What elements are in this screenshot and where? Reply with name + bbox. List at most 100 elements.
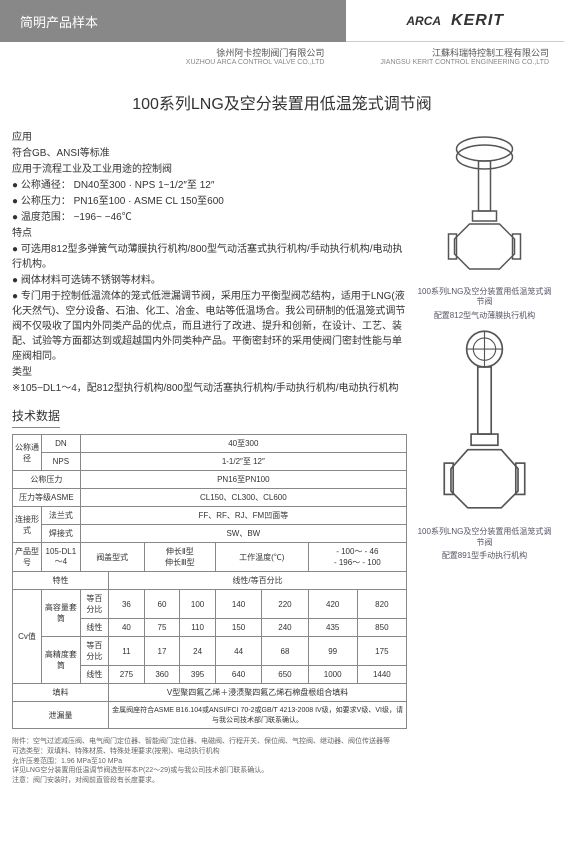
cell: 640: [215, 666, 261, 684]
page-title: 100系列LNG及空分装置用低温笼式调节阀: [12, 90, 552, 114]
features-section: 特点 ● 可选用812型多弹簧气动薄膜执行机构/800型气动活塞式执行机构/手动…: [12, 226, 407, 364]
feat-heading: 特点: [12, 226, 407, 241]
cell: 线性/等百分比: [109, 572, 407, 590]
cell: 99: [308, 637, 357, 666]
foot-line: 详见LNG空分装置用低温调节阀选型样本P(22～29)或与我公司技术部门联系确认…: [12, 766, 552, 776]
figure-1-caption-b: 配置812型气动薄膜执行机构: [417, 311, 552, 321]
cell: 24: [180, 637, 216, 666]
cell: 金属阀座符合ASME B16.104或ANSI/FCI 70-2或GB/T 42…: [109, 702, 407, 729]
cell: 1440: [357, 666, 406, 684]
cell: 1-1/2″至 12″: [80, 453, 406, 471]
cell: 100: [180, 590, 216, 619]
cell: 150: [215, 619, 261, 637]
kerit-logo: KERIT: [451, 12, 504, 30]
valve-manual-icon: [417, 329, 552, 519]
tech-data-heading: 技术数据: [12, 407, 60, 428]
app-bullet: ● 公称通径： DN40至300 · NPS 1~1/2″至 12″: [12, 178, 407, 193]
cell: PN16至PN100: [80, 471, 406, 489]
banner-title: 简明产品样本: [0, 0, 346, 42]
app-bullet: ● 温度范围： −196~ −46℃: [12, 210, 407, 225]
cell: V型聚四氟乙烯＋浸渍聚四氟乙烯石棉盘根组合填料: [109, 684, 407, 702]
cell: 特性: [13, 572, 109, 590]
feat-bullet: ● 专门用于控制低温流体的笼式低泄漏调节阀，采用压力平衡型阀芯结构，适用于LNG…: [12, 289, 407, 364]
cell: 1000: [308, 666, 357, 684]
cell: 等百分比: [80, 590, 108, 619]
cell: 420: [308, 590, 357, 619]
figure-1-caption-a: 100系列LNG及空分装置用低温笼式调节阀: [417, 287, 552, 308]
cell: 68: [262, 637, 308, 666]
cell: 等百分比: [80, 637, 108, 666]
cell: 395: [180, 666, 216, 684]
footer-notes: 附件：空气过滤减压阀、电气阀门定位器、智能阀门定位器、电磁阀、行程开关、保位阀、…: [12, 737, 552, 786]
cell: 产品型号: [13, 543, 42, 572]
cell: 75: [144, 619, 180, 637]
cell: NPS: [42, 453, 81, 471]
foot-line: 允许压差范围：1.96 MPa至10 MPa: [12, 757, 552, 767]
cell: 线性: [80, 666, 108, 684]
cell: 240: [262, 619, 308, 637]
cell: SW、BW: [80, 525, 406, 543]
arca-logo: ARCA: [406, 14, 441, 28]
cell: 高精度套筒: [42, 637, 81, 684]
type-line: ※105−DL1～4，配812型执行机构/800型气动活塞执行机构/手动执行机构…: [12, 381, 407, 396]
cell: 焊接式: [42, 525, 81, 543]
cell: 泄漏量: [13, 702, 109, 729]
cell: 820: [357, 590, 406, 619]
page-header: 简明产品样本 ARCA KERIT: [0, 0, 564, 42]
cell: 650: [262, 666, 308, 684]
cell: CL150、CL300、CL600: [80, 489, 406, 507]
foot-line: 注意：阀门安装时，对阀前直管段有长度要求。: [12, 776, 552, 786]
company2-en: JIANGSU KERIT CONTROL ENGINEERING CO.,LT…: [339, 59, 549, 66]
feat-bullet: ● 可选用812型多弹簧气动薄膜执行机构/800型气动活塞式执行机构/手动执行机…: [12, 242, 407, 272]
spec-table: 公称通径DN40至300 NPS1-1/2″至 12″ 公称压力PN16至PN1…: [12, 434, 407, 729]
app-line: 应用于流程工业及工业用途的控制阀: [12, 162, 407, 177]
cell: 线性: [80, 619, 108, 637]
feat-bullet: ● 阀体材料可选铸不锈钢等材料。: [12, 273, 407, 288]
cell: Cv值: [13, 590, 42, 684]
figure-1: 100系列LNG及空分装置用低温笼式调节阀 配置812型气动薄膜执行机构: [417, 129, 552, 321]
app-line: 符合GB、ANSI等标准: [12, 146, 407, 161]
valve-pneumatic-icon: [417, 129, 552, 279]
cell: 40至300: [80, 435, 406, 453]
cell: 公称通径: [13, 435, 42, 471]
cell: 60: [144, 590, 180, 619]
cell: FF、RF、RJ、FM凹面等: [80, 507, 406, 525]
company1-cn: 徐州阿卡控制阀门有限公司: [10, 46, 324, 59]
cell: - 100～ - 46 - 196～ - 100: [308, 543, 406, 572]
cell: DN: [42, 435, 81, 453]
cell: 11: [109, 637, 145, 666]
cell: 105-DL1～4: [42, 543, 81, 572]
cell: 阀盖型式: [80, 543, 144, 572]
cell: 140: [215, 590, 261, 619]
application-section: 应用 符合GB、ANSI等标准 应用于流程工业及工业用途的控制阀 ● 公称通径：…: [12, 130, 407, 225]
cell: 压力等级ASME: [13, 489, 81, 507]
company2-cn: 江蘇科瑞特控制工程有限公司: [339, 46, 549, 59]
cell: 850: [357, 619, 406, 637]
cell: 公称压力: [13, 471, 81, 489]
figure-2: 100系列LNG及空分装置用低温笼式调节阀 配置891型手动执行机构: [417, 329, 552, 561]
company-row: 徐州阿卡控制阀门有限公司 XUZHOU ARCA CONTROL VALVE C…: [0, 42, 564, 70]
cell: 435: [308, 619, 357, 637]
company1-en: XUZHOU ARCA CONTROL VALVE CO.,LTD: [10, 59, 324, 66]
figure-2-caption-a: 100系列LNG及空分装置用低温笼式调节阀: [417, 527, 552, 548]
cell: 填料: [13, 684, 109, 702]
type-heading: 类型: [12, 365, 407, 380]
cell: 高容量套筒: [42, 590, 81, 637]
logo-area: ARCA KERIT: [346, 0, 564, 42]
app-heading: 应用: [12, 130, 407, 145]
cell: 工作温度(℃): [215, 543, 308, 572]
cell: 伸长Ⅱ型 伸长Ⅲ型: [144, 543, 215, 572]
type-section: 类型 ※105−DL1～4，配812型执行机构/800型气动活塞执行机构/手动执…: [12, 365, 407, 396]
cell: 40: [109, 619, 145, 637]
cell: 17: [144, 637, 180, 666]
cell: 连接形式: [13, 507, 42, 543]
cell: 220: [262, 590, 308, 619]
cell: 175: [357, 637, 406, 666]
figure-2-caption-b: 配置891型手动执行机构: [417, 551, 552, 561]
app-bullet: ● 公称压力： PN16至100 · ASME CL 150至600: [12, 194, 407, 209]
cell: 360: [144, 666, 180, 684]
cell: 法兰式: [42, 507, 81, 525]
cell: 44: [215, 637, 261, 666]
foot-line: 可选类型：双填料、特殊材质、特殊处理要求(按需)、电动执行机构: [12, 747, 552, 757]
foot-line: 附件：空气过滤减压阀、电气阀门定位器、智能阀门定位器、电磁阀、行程开关、保位阀、…: [12, 737, 552, 747]
